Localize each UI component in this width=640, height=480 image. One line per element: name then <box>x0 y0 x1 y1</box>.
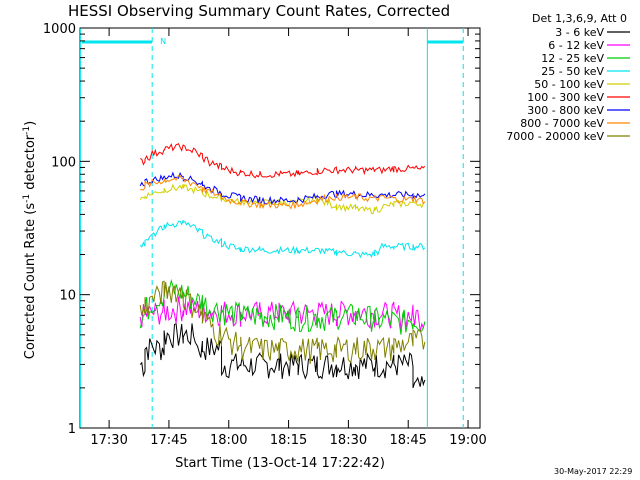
series-group <box>139 143 426 389</box>
date-stamp: 30-May-2017 22:29 <box>554 467 632 476</box>
series-line-6 <box>139 143 426 179</box>
flag-label: N <box>160 37 166 46</box>
legend-label: 6 - 12 keV <box>548 39 604 52</box>
x-axis-label: Start Time (13-Oct-14 17:22:42) <box>175 456 385 471</box>
x-tick-label: 18:30 <box>330 433 367 448</box>
series-line-3 <box>139 278 426 335</box>
legend-label: 300 - 800 keV <box>527 104 604 117</box>
series-line-4 <box>139 220 426 259</box>
x-tick-label: 18:15 <box>270 433 307 448</box>
series-line-7 <box>139 171 426 206</box>
x-tick-label: 18:45 <box>389 433 426 448</box>
gridmarks: N <box>79 28 464 428</box>
legend-label: 50 - 100 keV <box>534 78 604 91</box>
legend-label: 25 - 50 keV <box>541 65 604 78</box>
legend-label: 12 - 25 keV <box>541 52 604 65</box>
plot-frame <box>79 27 481 429</box>
series-line-5 <box>139 183 426 215</box>
legend-label: 100 - 300 keV <box>527 91 604 104</box>
series-line-9 <box>139 280 426 364</box>
y-tick-label: 1 <box>68 422 76 437</box>
legend-label: 7000 - 20000 keV <box>506 130 604 143</box>
y-tick-label: 1000 <box>43 22 76 37</box>
y-tick-label: 100 <box>51 155 76 170</box>
legend-label: 800 - 7000 keV <box>520 117 604 130</box>
y-tick-label: 10 <box>59 289 76 304</box>
series-line-8 <box>140 174 426 210</box>
chart-title: HESSI Observing Summary Count Rates, Cor… <box>68 2 450 20</box>
legend-label: 3 - 6 keV <box>555 26 604 39</box>
ticks: 17:30 17:45 18:00 18:15 18:30 18:45 19:00 1 10 10… <box>43 22 487 448</box>
x-tick-label: 17:45 <box>150 433 187 448</box>
x-tick-label: 18:00 <box>210 433 247 448</box>
y-axis-label: Corrected Count Rate (s-1 detector-1) <box>22 121 38 359</box>
series-line-2 <box>139 296 426 332</box>
legend-title: Det 1,3,6,9, Att 0 <box>532 12 627 25</box>
x-tick-label: 19:00 <box>449 433 486 448</box>
series-line-1 <box>139 322 426 389</box>
x-tick-label: 17:30 <box>90 433 127 448</box>
plot-border <box>79 27 481 429</box>
